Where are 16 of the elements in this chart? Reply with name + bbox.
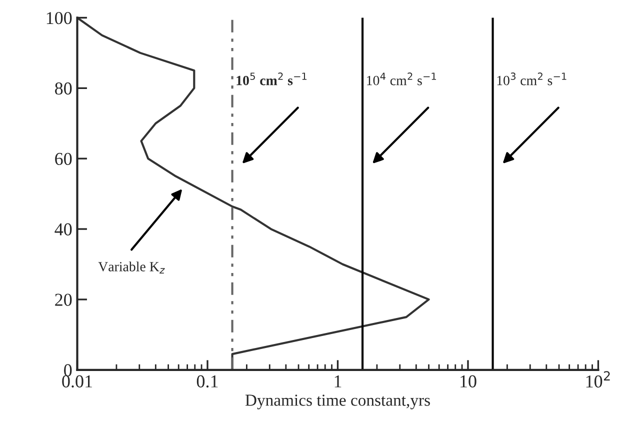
annotation: Variable K$_{z}$ [98,262,165,274]
y-tick-label: 100 [46,12,72,24]
y-tick-label: 60 [55,152,72,166]
y-tick-label: 80 [55,82,72,95]
ref-line-label: 10$^{5}$ cm$^{2}$ s$^{−1}$ [236,72,307,86]
y-tick-label: 40 [54,223,72,236]
y-tick-label: 0 [64,364,72,376]
x-tick-label: 0.1 [196,375,218,388]
x-tick-label: 0.01 [62,375,92,388]
x-tick-label: 10 [460,375,476,388]
ref-line-label: 10$^{3}$ cm$^{2}$ s$^{−1}$ [497,72,566,86]
x-tick-label: 1 [334,375,342,388]
ref-line-label: 10$^{4}$ cm$^{2}$ s$^{−1}$ [367,72,436,86]
y-tick-label: 20 [55,294,72,306]
x-tick-label: 10$^{2}$ [586,371,610,388]
x-axis-title: Dynamics time constant,yrs [245,394,430,410]
